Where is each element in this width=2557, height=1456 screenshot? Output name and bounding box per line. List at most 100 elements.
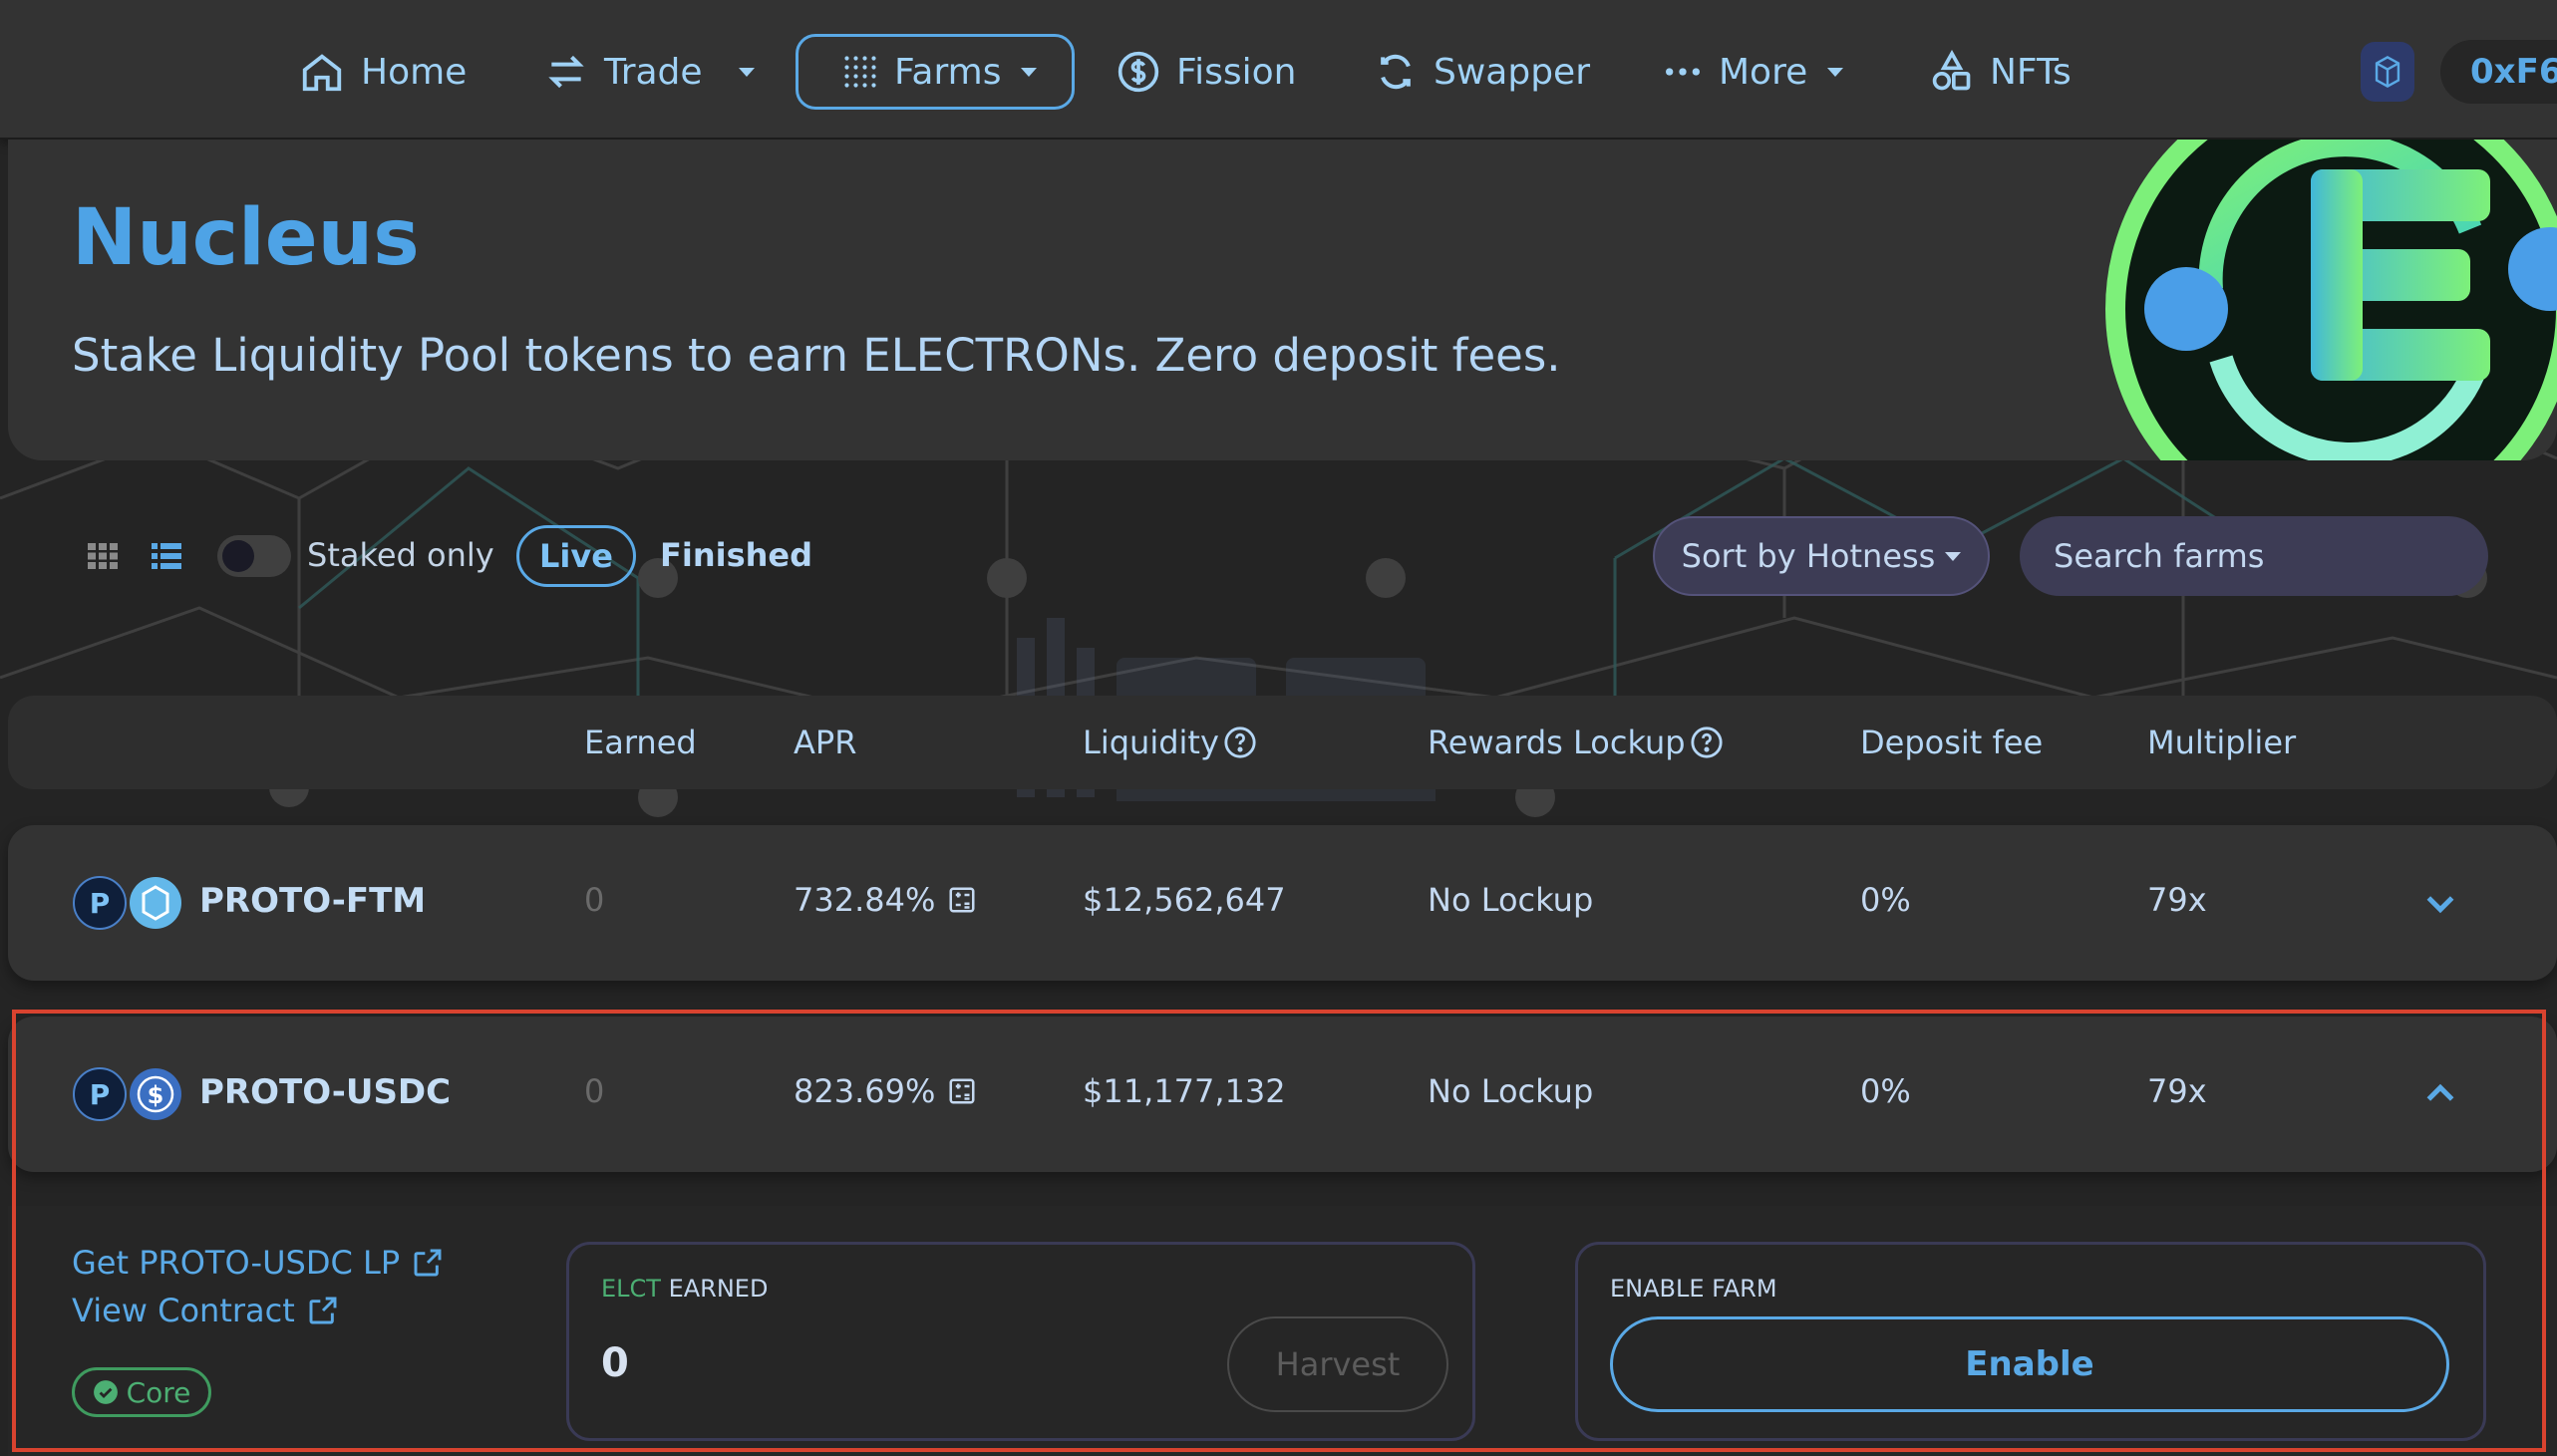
finished-tab-button[interactable]: Finished: [660, 536, 813, 574]
apr-value: 732.84%: [794, 881, 977, 919]
header-deposit-fee: Deposit fee: [1860, 724, 2044, 761]
header-rewards-lockup: Rewards Lockup: [1428, 724, 1724, 761]
ellipsis-icon: [1666, 68, 1700, 76]
farm-row-proto-usdc[interactable]: P $ PROTO-USDC 0 823.69% $11,177,132 No …: [8, 1017, 2557, 1172]
lockup-value: No Lockup: [1428, 1072, 1594, 1110]
table-header: Earned APR Liquidity Rewards Lockup Depo…: [8, 696, 2557, 789]
calculator-icon[interactable]: [947, 885, 977, 915]
chevron-down-icon: [738, 67, 755, 77]
multiplier-value: 79x: [2147, 1072, 2207, 1110]
home-icon: [302, 54, 342, 92]
shapes-icon: [1932, 50, 1971, 91]
nav-more[interactable]: More: [1663, 34, 1844, 110]
earned-label: EARNED: [668, 1275, 769, 1303]
nav-swapper-label: Swapper: [1434, 51, 1591, 93]
nav-home-label: Home: [361, 51, 468, 93]
earned-amount: 0: [601, 1340, 629, 1386]
external-link-icon: [414, 1249, 442, 1277]
chevron-up-icon[interactable]: [2420, 1074, 2460, 1114]
liquidity-value: $12,562,647: [1083, 881, 1286, 919]
enable-farm-label: ENABLE FARM: [1610, 1275, 1777, 1303]
svg-text:P: P: [90, 887, 111, 920]
core-badge: Core: [72, 1367, 211, 1417]
swap-arrows-icon: [548, 55, 584, 89]
chevron-down-icon: [1021, 67, 1038, 77]
multiplier-value: 79x: [2147, 881, 2207, 919]
toggle-knob: [222, 540, 254, 572]
verified-check-icon: [93, 1380, 118, 1404]
live-tab-button[interactable]: Live: [516, 525, 636, 587]
refresh-icon: [1381, 54, 1411, 90]
view-contract-link[interactable]: View Contract: [72, 1292, 339, 1329]
sort-dropdown-label: Sort by Hotness: [1681, 537, 1936, 575]
earned-value: 0: [584, 1072, 605, 1110]
farm-row-proto-ftm[interactable]: P PROTO-FTM 0 732.84% $12,562,647 No Loc…: [8, 825, 2557, 981]
get-lp-label: Get PROTO-USDC LP: [72, 1244, 401, 1282]
enable-button[interactable]: Enable: [1610, 1316, 2449, 1412]
farm-details-panel: Get PROTO-USDC LP View Contract Core ELC…: [8, 1206, 2557, 1456]
token-pair-icons: P: [73, 876, 181, 930]
header-rewards-lockup-label: Rewards Lockup: [1428, 724, 1686, 761]
electron-logo: [2105, 140, 2557, 460]
calculator-icon[interactable]: [947, 1076, 977, 1106]
nav-trade-label: Trade: [604, 51, 703, 93]
header-multiplier: Multiplier: [2147, 724, 2297, 761]
token-pair-icons: P $: [73, 1067, 181, 1121]
pair-name: PROTO-USDC: [199, 1072, 451, 1112]
apr-value-label: 823.69%: [794, 1072, 936, 1110]
liquidity-value: $11,177,132: [1083, 1072, 1286, 1110]
apr-value: 823.69%: [794, 1072, 977, 1110]
deposit-fee-value: 0%: [1860, 881, 1911, 919]
wallet-address-button[interactable]: 0xF6...: [2440, 40, 2557, 104]
nav-home[interactable]: Home: [299, 34, 467, 110]
earned-token-label: ELCT: [601, 1275, 661, 1303]
search-farms-input[interactable]: [2020, 516, 2488, 596]
help-circle-icon[interactable]: [1690, 726, 1724, 759]
chevron-down-icon[interactable]: [2420, 883, 2460, 923]
pair-name-label: PROTO-USDC: [199, 1072, 452, 1112]
header-liquidity-label: Liquidity: [1083, 724, 1219, 761]
nav-farms[interactable]: Farms: [796, 34, 1075, 110]
external-link-icon: [309, 1297, 337, 1324]
svg-text:P: P: [90, 1078, 111, 1111]
sort-dropdown[interactable]: Sort by Hotness: [1653, 516, 1990, 596]
nav-farms-label: Farms: [894, 51, 1002, 93]
hero-banner: Nucleus Stake Liquidity Pool tokens to e…: [8, 140, 2557, 460]
apr-value-label: 732.84%: [794, 881, 936, 919]
deposit-fee-value: 0%: [1860, 1072, 1911, 1110]
page-title: Nucleus: [72, 193, 420, 283]
nav-nfts[interactable]: NFTs: [1930, 34, 2072, 110]
pair-name: PROTO-FTM: [199, 881, 426, 921]
nav-fission[interactable]: Fission: [1117, 34, 1296, 110]
help-circle-icon[interactable]: [1223, 726, 1257, 759]
list-view-icon[interactable]: [152, 543, 181, 569]
lockup-value: No Lockup: [1428, 881, 1594, 919]
get-lp-link[interactable]: Get PROTO-USDC LP: [72, 1244, 444, 1282]
staked-only-toggle[interactable]: [217, 535, 291, 577]
header-earned: Earned: [584, 724, 697, 761]
header-apr: APR: [794, 724, 857, 761]
staked-only-label: Staked only: [307, 536, 494, 574]
chevron-down-icon: [1827, 67, 1844, 77]
core-badge-label: Core: [126, 1375, 191, 1409]
harvest-button[interactable]: Harvest: [1227, 1316, 1448, 1412]
header-liquidity: Liquidity: [1083, 724, 1257, 761]
earned-panel-label: ELCT EARNED: [601, 1275, 768, 1303]
nav-fission-label: Fission: [1176, 51, 1297, 93]
dollar-circle-icon: [1118, 51, 1159, 93]
nav-more-label: More: [1719, 51, 1808, 93]
grid-dots-icon: [844, 56, 876, 88]
svg-text:$: $: [148, 1081, 164, 1109]
earned-panel: ELCT EARNED 0 Harvest: [566, 1242, 1475, 1441]
nav-swapper[interactable]: Swapper: [1374, 34, 1590, 110]
enable-farm-panel: ENABLE FARM Enable: [1575, 1242, 2486, 1441]
earned-value: 0: [584, 881, 605, 919]
network-fantom-icon[interactable]: [2361, 42, 2414, 102]
grid-view-icon[interactable]: [88, 543, 118, 569]
chevron-down-icon: [1945, 551, 1962, 561]
page-subtitle: Stake Liquidity Pool tokens to earn ELEC…: [72, 329, 1561, 382]
nav-nfts-label: NFTs: [1990, 51, 2072, 93]
pair-name-label: PROTO-FTM: [199, 881, 427, 921]
nav-trade[interactable]: Trade: [544, 34, 755, 110]
top-navigation-bar: Home Trade Farms Fission Swapper More NF…: [0, 0, 2557, 140]
